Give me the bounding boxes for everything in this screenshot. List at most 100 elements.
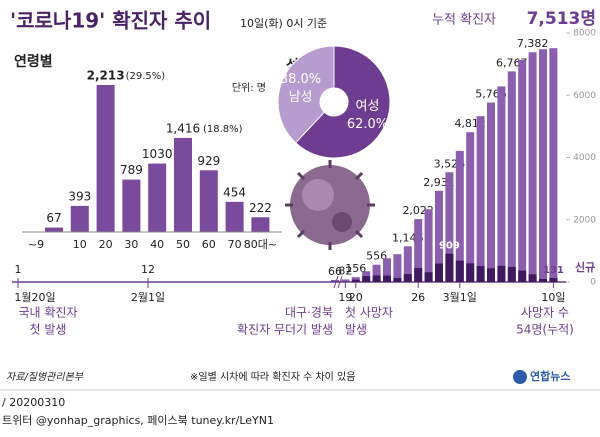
annotation: 첫 발생: [30, 323, 67, 337]
bar: [45, 227, 63, 232]
daily-bar: [445, 253, 454, 282]
x-tick-label: 80대~: [244, 238, 277, 251]
value-label: 82: [338, 264, 352, 277]
daily-bar: [383, 275, 391, 282]
x-tick-label: 26: [411, 291, 425, 304]
logo-mark: [513, 370, 527, 384]
bar: [148, 163, 167, 232]
value-label: 67: [46, 211, 61, 225]
cumulative-bar: [539, 49, 547, 282]
x-tick-label: 70: [228, 238, 242, 251]
value-label: 2,213: [87, 69, 125, 83]
cumulative-bar: [393, 254, 402, 282]
daily-bar: [539, 279, 547, 282]
slice-name: 남성: [289, 90, 313, 105]
value-label: 929: [197, 154, 220, 168]
value-label: 556: [366, 250, 387, 263]
bar: [122, 179, 141, 232]
daily-bar: [424, 272, 433, 282]
cumulative-bar: [518, 59, 527, 282]
daily-bar: [466, 263, 475, 282]
annotation: 확진자 무더기 발생: [237, 323, 333, 337]
subtitle: 10일(화) 0시 기준: [240, 16, 327, 30]
cumulative-bar: [507, 71, 516, 282]
x-tick-label: 60: [202, 238, 216, 251]
daily-bar: [549, 277, 558, 282]
x-tick-label: 3월1일: [443, 290, 477, 304]
daily-bar: [476, 265, 485, 282]
daily-bar: [518, 270, 527, 282]
cumulative-bar: [331, 279, 339, 282]
total-label: 7,513명: [527, 9, 596, 29]
cumulative-bar: [455, 150, 464, 282]
cumulative-bar: [487, 102, 495, 282]
daily-bar: [403, 274, 412, 282]
value-label: 131: [543, 265, 564, 276]
pie-slice: [277, 45, 335, 144]
title: '코로나19' 확진자 추이: [10, 9, 211, 33]
daily-bar: [497, 265, 506, 282]
value-label: 7,382: [517, 37, 549, 50]
daily-bar: [351, 279, 360, 282]
cumulative-bar: [497, 86, 506, 283]
cumulative-bar: [466, 132, 475, 282]
daily-bar: [455, 260, 464, 282]
value-label: 66: [328, 265, 342, 278]
cumulative-bar: [528, 52, 537, 283]
y-tick-label: 4000: [573, 153, 596, 163]
value-label: 222: [249, 201, 272, 215]
annotation: 첫 사망자: [345, 306, 393, 320]
x-tick-label: 40: [150, 238, 164, 251]
x-tick-label: 50: [176, 238, 190, 251]
value-label: 1,416: [166, 121, 200, 135]
slice-name: 여성: [356, 99, 380, 114]
cumulative-bar: [549, 48, 558, 283]
early-value: 1: [15, 263, 22, 276]
cumulative-bar: [445, 172, 454, 282]
cumulative-bar: [476, 116, 485, 282]
x-tick-label: 19: [338, 291, 352, 304]
bar: [96, 85, 115, 232]
x-tick-label: ~9: [28, 238, 44, 251]
credit: 트위터 @yonhap_graphics, 페이스북 tuney.kr/LeYN…: [2, 414, 274, 427]
virus-illustration: [285, 160, 375, 250]
share-label: (29.5%): [126, 71, 166, 82]
early-date: 1월20일: [14, 290, 55, 304]
cumulative-bar: [435, 190, 443, 282]
y-tick-label: 6000: [573, 91, 596, 101]
x-tick-label: 20: [99, 238, 113, 251]
bar: [174, 137, 192, 232]
daily-bar: [393, 277, 402, 282]
age-title: 연령별: [14, 53, 53, 70]
bar: [251, 217, 270, 232]
daily-bar: [487, 268, 495, 282]
cumulative-bar: [424, 209, 433, 282]
daily-bar: [414, 268, 423, 282]
legend-daily: 신규: [575, 260, 595, 274]
slice-value: 62.0%: [347, 117, 388, 132]
cumulative-bar: [351, 277, 360, 282]
share-label: (18.8%): [203, 124, 243, 135]
x-tick-label: 10일: [541, 290, 565, 304]
annotation: 대구·경북: [285, 306, 333, 320]
annotation: 54명(누적): [516, 323, 574, 337]
daily-bar: [362, 276, 371, 282]
date: / 20200310: [2, 396, 65, 409]
unit-note: 단위: 명: [232, 81, 266, 94]
early-date: 2월1일: [131, 290, 165, 304]
early-value: 12: [141, 263, 155, 276]
value-label: 156: [345, 262, 366, 275]
daily-bar: [528, 274, 537, 282]
x-tick-label: 10: [73, 238, 87, 251]
pie-slice: [294, 45, 391, 159]
daily-bar: [372, 275, 381, 282]
logo: 연합뉴스: [530, 369, 570, 383]
value-label: 454: [223, 185, 246, 199]
cumulative-bar: [372, 264, 381, 282]
y-tick-label: 2000: [573, 215, 596, 225]
y-tick-label: 0: [590, 278, 596, 288]
series-title: 누적 확진자: [432, 13, 496, 28]
cumulative-bar: [414, 219, 423, 282]
annotation: 사망자 수: [521, 306, 569, 320]
